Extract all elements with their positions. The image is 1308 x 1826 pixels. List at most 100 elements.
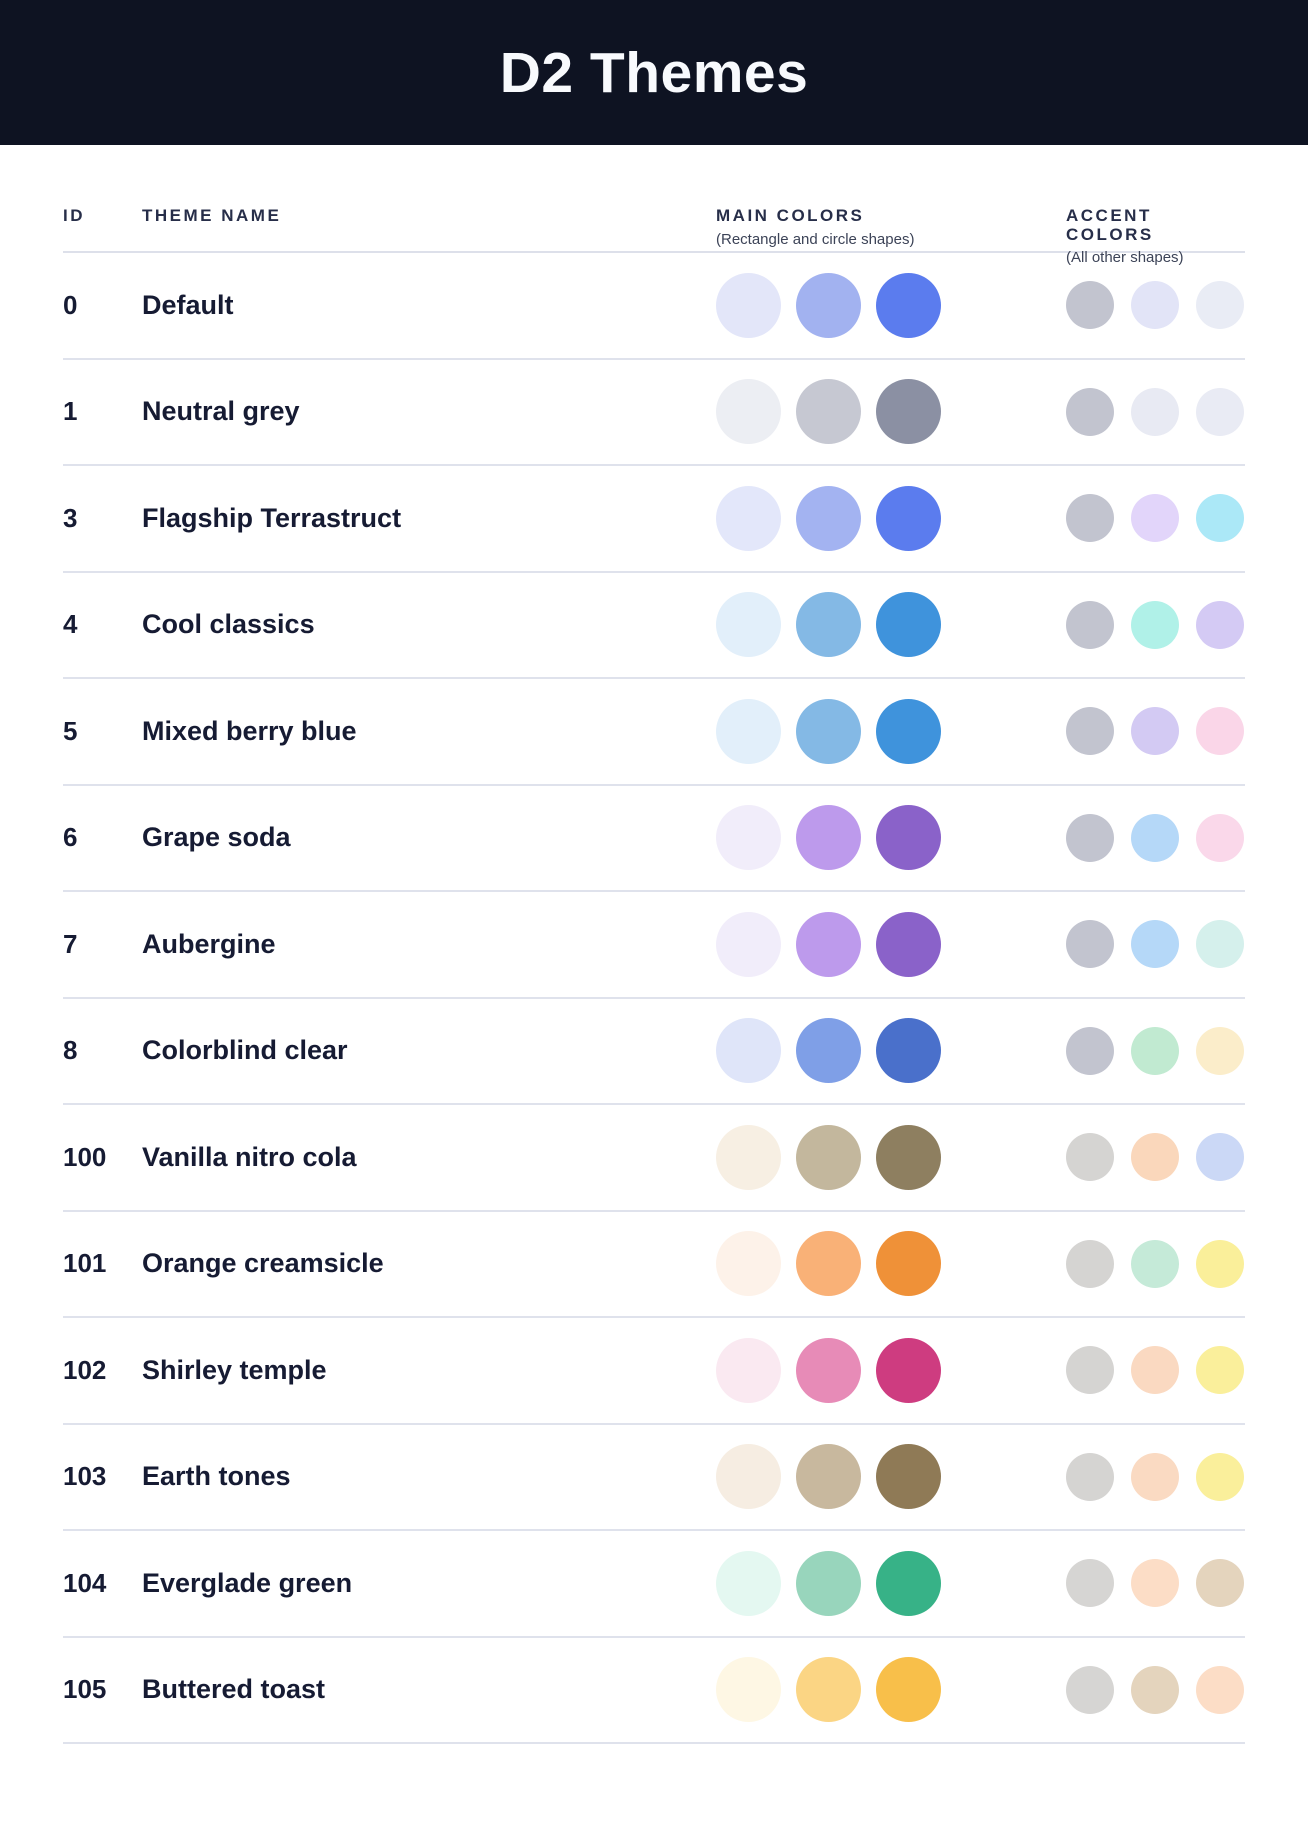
row-theme-name: Neutral grey [142,396,300,427]
main-color-swatch [876,1657,941,1723]
row-id: 8 [63,1035,78,1066]
accent-color-swatch [1131,1559,1179,1608]
main-color-swatch [796,1231,861,1297]
main-color-swatch [716,1337,781,1403]
main-color-swatch [876,485,941,551]
main-swatches [716,1550,1066,1616]
main-color-swatch [876,1124,941,1190]
accent-swatches [1066,813,1245,862]
row-id: 6 [63,822,78,853]
main-swatches [716,1657,1066,1723]
main-color-swatch [796,1124,861,1190]
accent-swatches [1066,387,1245,436]
row-theme-name: Earth tones [142,1461,291,1492]
main-color-swatch [876,592,941,658]
main-color-swatch [876,911,941,977]
main-swatches [716,592,1066,658]
main-color-swatch [796,805,861,871]
accent-color-swatch [1131,1452,1179,1501]
accent-color-swatch [1196,1346,1244,1395]
accent-swatches [1066,1346,1245,1395]
main-color-swatch [876,805,941,871]
accent-swatches [1066,1452,1245,1501]
accent-colors-subtitle: (All other shapes) [1066,249,1184,267]
main-color-swatch [876,1337,941,1403]
accent-color-swatch [1196,707,1244,756]
accent-color-swatch [1066,707,1114,756]
column-header-id: ID [63,206,85,225]
accent-color-swatch [1066,1026,1114,1075]
main-color-swatch [876,1231,941,1297]
accent-swatches [1066,920,1245,969]
main-color-swatch [716,1657,781,1723]
main-swatches [716,698,1066,764]
column-header-main-colors: MAIN COLORS (Rectangle and circle shapes… [716,206,1066,247]
row-id: 100 [63,1141,107,1172]
row-id: 7 [63,928,78,959]
page-banner: D2 Themes [0,0,1308,145]
row-theme-name: Mixed berry blue [142,715,357,746]
main-color-swatch [716,1124,781,1190]
row-theme-name: Shirley temple [142,1354,327,1385]
accent-color-swatch [1066,281,1114,330]
table-row: 101 Orange creamsicle [63,1212,1245,1318]
accent-color-swatch [1066,494,1114,543]
main-color-swatch [876,272,941,338]
main-colors-label: MAIN COLORS [716,206,865,225]
accent-swatches [1066,1559,1245,1608]
main-color-swatch [796,698,861,764]
main-color-swatch [796,1444,861,1510]
row-id: 105 [63,1674,107,1705]
accent-color-swatch [1131,281,1179,330]
row-theme-name: Everglade green [142,1567,353,1598]
row-id: 102 [63,1354,107,1385]
column-header-theme-name: THEME NAME [142,206,282,225]
accent-swatches [1066,600,1245,649]
accent-color-swatch [1196,1559,1244,1608]
accent-color-swatch [1066,920,1114,969]
accent-color-swatch [1131,1346,1179,1395]
table-row: 4 Cool classics [63,573,1245,679]
table-row: 7 Aubergine [63,892,1245,999]
row-id: 1 [63,396,78,427]
table-row: 102 Shirley temple [63,1318,1245,1425]
table-row: 5 Mixed berry blue [63,679,1245,786]
row-id: 3 [63,502,78,533]
accent-color-swatch [1066,600,1114,649]
row-theme-name: Orange creamsicle [142,1248,384,1279]
main-swatches [716,1337,1066,1403]
accent-colors-label: ACCENT COLORS [1066,206,1154,244]
main-color-swatch [796,1657,861,1723]
accent-color-swatch [1196,281,1244,330]
accent-color-swatch [1066,387,1114,436]
table-row: 8 Colorblind clear [63,999,1245,1105]
row-theme-name: Vanilla nitro cola [142,1141,357,1172]
row-theme-name: Buttered toast [142,1674,326,1705]
accent-color-swatch [1131,813,1179,862]
accent-color-swatch [1066,813,1114,862]
main-swatches [716,1444,1066,1510]
accent-color-swatch [1196,813,1244,862]
table-body: 0 Default 1 Neutral grey 3 Flagship Terr… [63,253,1245,1744]
row-theme-name: Colorblind clear [142,1035,348,1066]
accent-color-swatch [1196,387,1244,436]
accent-color-swatch [1131,387,1179,436]
table-row: 3 Flagship Terrastruct [63,466,1245,573]
accent-swatches [1066,494,1245,543]
main-swatches [716,1231,1066,1297]
accent-swatches [1066,281,1245,330]
accent-color-swatch [1131,1239,1179,1288]
accent-color-swatch [1196,1133,1244,1182]
column-header-accent-colors: ACCENT COLORS (All other shapes) [1066,206,1245,267]
main-color-swatch [796,272,861,338]
main-color-swatch [876,1444,941,1510]
accent-color-swatch [1131,920,1179,969]
accent-color-swatch [1196,600,1244,649]
accent-color-swatch [1196,1239,1244,1288]
main-swatches [716,272,1066,338]
main-swatches [716,379,1066,445]
main-color-swatch [796,911,861,977]
main-color-swatch [796,1550,861,1616]
main-color-swatch [796,1337,861,1403]
